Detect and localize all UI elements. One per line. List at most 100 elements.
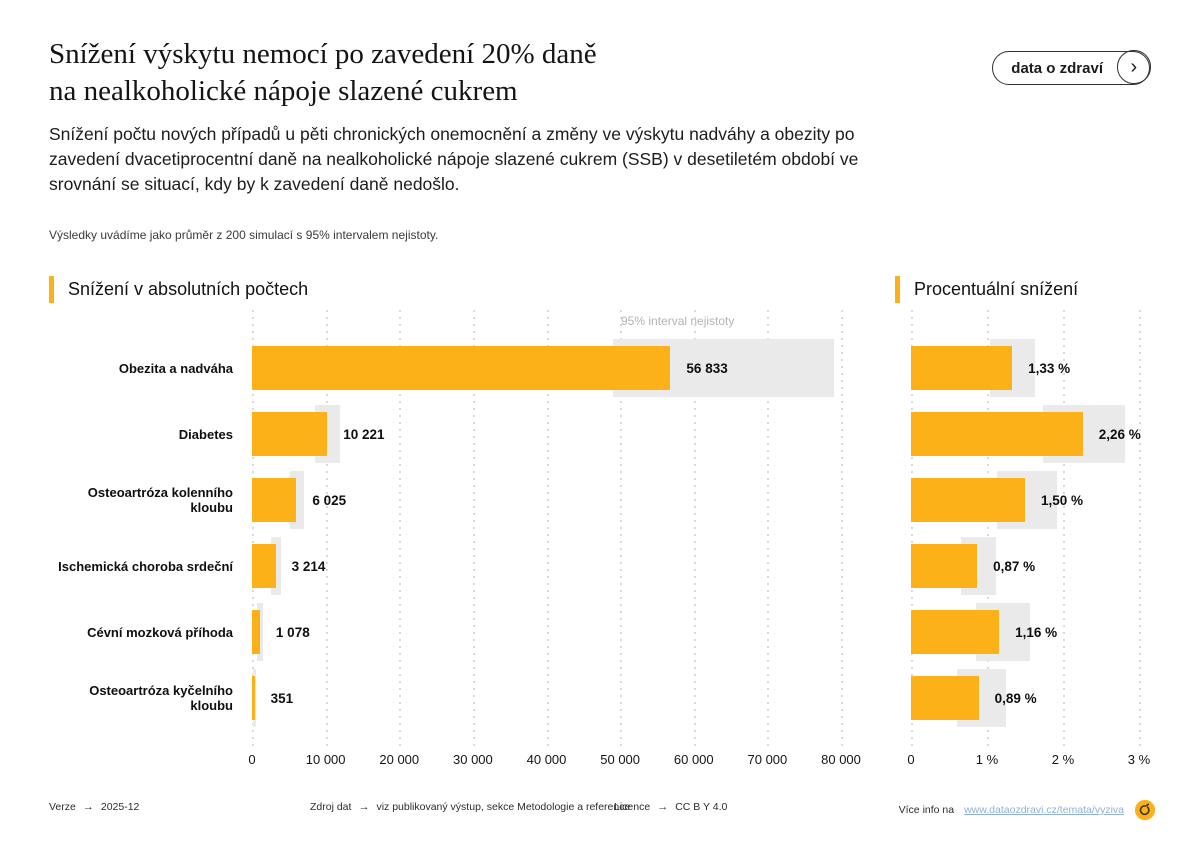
category-label: Diabetes	[178, 426, 233, 442]
chart-absolute-counts: 56 833 10 221 6 025 3 214 1 078 351	[252, 310, 843, 747]
bar-row: 1,50 %	[911, 467, 1151, 533]
gridline	[252, 310, 254, 747]
value-bar	[252, 478, 297, 522]
value-label: 1 078	[275, 624, 310, 640]
value-label: 2,26 %	[1098, 426, 1141, 442]
section-title-percent: Procentuální snížení	[914, 279, 1079, 299]
more-info-link[interactable]: www.dataozdravi.cz/temata/vyziva	[964, 804, 1124, 816]
page-title-line1: Snížení výskytu nemocí po zavedení 20% d…	[49, 38, 597, 70]
footer-source-label: Zdroj dat	[310, 801, 352, 813]
axis-tick-label: 80 000	[821, 752, 861, 767]
axis-tick-label: 40 000	[526, 752, 567, 767]
footer-source-value: viz publikovaný výstup, sekce Metodologi…	[376, 801, 631, 813]
footer-version-value: 2025-12	[100, 801, 140, 813]
bar-row: 1,16 %	[911, 599, 1151, 665]
gridline	[1063, 310, 1065, 747]
bar-row: 0,87 %	[911, 533, 1151, 599]
value-bar	[252, 346, 671, 390]
value-bar	[911, 346, 1013, 390]
gridline	[325, 310, 328, 747]
value-bar	[911, 676, 979, 720]
footer: Verze → 2025-12 Zdroj dat → viz publikov…	[49, 799, 1156, 823]
footer-version-label: Verze	[49, 801, 76, 813]
axis-tick-label: 0	[907, 752, 915, 767]
value-bar	[252, 412, 328, 456]
chart-percent-reduction: 1,33 % 2,26 % 1,50 % 0,87 % 1,16 % 0,89 %	[911, 310, 1151, 747]
value-bar	[911, 412, 1083, 456]
gridline	[1139, 310, 1141, 747]
axis-tick-label: 60 000	[673, 752, 714, 767]
gridline	[693, 310, 696, 747]
value-label: 0,87 %	[993, 558, 1036, 574]
arrow-right-icon: →	[358, 801, 370, 813]
page-title-line2: na nealkoholické nápoje slazené cukrem	[49, 75, 518, 107]
value-bar	[252, 676, 255, 720]
value-label: 1,50 %	[1041, 492, 1084, 508]
value-bar	[252, 610, 260, 654]
value-label: 3 214	[291, 558, 326, 574]
footer-more-info: Více info na www.dataozdravi.cz/temata/v…	[899, 799, 1156, 821]
gridline	[767, 310, 770, 747]
methodology-note: Výsledky uvádíme jako průměr z 200 simul…	[49, 228, 439, 242]
bar-row: 0,89 %	[911, 665, 1151, 731]
chevron-right-icon: ›	[1117, 50, 1151, 84]
axis-tick-label: 10 000	[305, 752, 346, 767]
gridline	[620, 310, 623, 747]
category-label: Ischemická choroba srdeční	[58, 558, 233, 574]
value-label: 1,16 %	[1015, 624, 1058, 640]
value-bar	[911, 544, 978, 588]
page-subtitle: Snížení počtu nových případů u pěti chro…	[49, 124, 859, 194]
bar-row: 10 221	[252, 401, 842, 467]
section-header-percent: Procentuální snížení	[895, 276, 1078, 303]
gridline	[472, 310, 475, 747]
axis-tick-label: 70 000	[747, 752, 788, 767]
footer-version: Verze → 2025-12	[49, 801, 139, 813]
category-label: Cévní mozková příhoda	[87, 624, 233, 640]
footer-source: Zdroj dat → viz publikovaný výstup, sekc…	[310, 801, 630, 813]
uncertainty-interval-legend: 95% interval nejistoty	[621, 314, 735, 328]
category-label: Osteoartróza kolenního kloubu	[87, 485, 233, 515]
axis-tick-label: 20 000	[379, 752, 420, 767]
gridline	[546, 310, 549, 747]
data-o-zdravi-button[interactable]: data o zdraví ›	[992, 50, 1151, 85]
category-label: Osteoartróza kyčelního kloubu	[89, 683, 233, 713]
x-axis-percent: 0 1 % 2 % 3 %	[907, 752, 1151, 772]
bar-row: 3 214	[252, 533, 842, 599]
bar-row: 1 078	[252, 599, 842, 665]
x-axis-absolute: 0 10 000 20 000 30 000 40 000 50 000 60 000 70 …	[248, 752, 861, 772]
value-label: 10 221	[343, 426, 385, 442]
footer-license-value: CC B Y 4.0	[675, 801, 728, 813]
section-header-absolute: Snížení v absolutních počtech	[49, 276, 308, 303]
value-label: 1,33 %	[1028, 360, 1071, 376]
value-bar	[911, 610, 1000, 654]
accent-bar-icon	[895, 276, 900, 303]
category-labels: Obezita a nadváha Diabetes Osteoartróza ko…	[49, 335, 233, 731]
value-label: 351	[270, 690, 294, 706]
gridline	[911, 310, 913, 747]
value-bar	[911, 478, 1025, 522]
gridline	[841, 310, 843, 747]
category-label: Obezita a nadváha	[118, 360, 233, 376]
data-o-zdravi-button-label: data o zdraví	[1011, 59, 1103, 77]
value-bar	[252, 544, 276, 588]
dataozdravi-logo-icon	[1134, 799, 1156, 821]
bar-row: 56 833	[252, 335, 842, 401]
axis-tick-label: 2 %	[1051, 752, 1075, 767]
section-title-absolute: Snížení v absolutních počtech	[68, 279, 309, 299]
bar-row: 351	[252, 665, 842, 731]
arrow-right-icon: →	[657, 801, 669, 813]
gridline	[987, 310, 989, 747]
footer-license: Licence → CC B Y 4.0	[614, 801, 727, 813]
bar-row: 1,33 %	[911, 335, 1151, 401]
bar-row: 6 025	[252, 467, 842, 533]
value-label: 0,89 %	[994, 690, 1037, 706]
footer-more-info-label: Více info na	[898, 804, 955, 816]
uncertainty-band	[257, 603, 264, 661]
value-label: 56 833	[686, 360, 728, 376]
arrow-right-icon: →	[82, 801, 94, 813]
axis-tick-label: 50 000	[600, 752, 641, 767]
axis-tick-label: 0	[248, 752, 256, 767]
axis-tick-label: 30 000	[452, 752, 493, 767]
uncertainty-band	[271, 537, 281, 595]
